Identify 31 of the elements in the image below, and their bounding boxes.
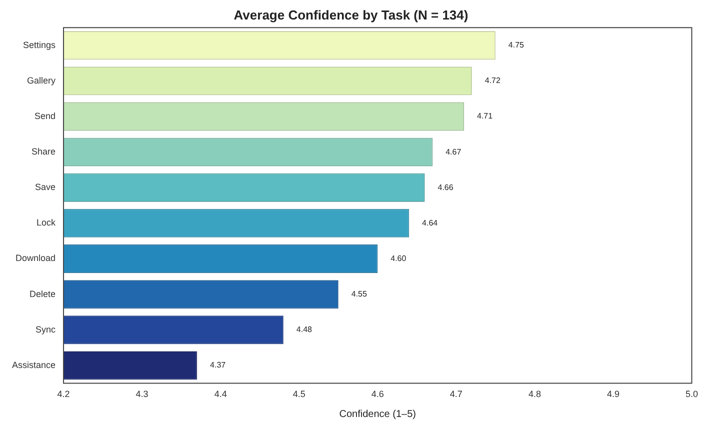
y-tick-label: Save xyxy=(35,182,56,192)
x-tick-label: 4.8 xyxy=(528,389,541,400)
data-label: 4.75 xyxy=(508,40,525,50)
y-tick-label: Gallery xyxy=(27,75,56,86)
y-tick-label: Delete xyxy=(30,288,56,299)
data-label: 4.72 xyxy=(484,76,501,86)
x-tick-label: 4.7 xyxy=(450,389,462,400)
x-tick-label: 4.9 xyxy=(606,389,620,400)
x-tick-label: 5.0 xyxy=(685,389,698,400)
data-label: 4.55 xyxy=(351,290,368,299)
x-axis-title: Confidence (1–5) xyxy=(339,408,416,420)
data-label: 4.60 xyxy=(390,254,407,263)
data-label: 4.67 xyxy=(446,147,462,156)
x-tick-label: 4.3 xyxy=(136,389,148,400)
y-tick-label: Settings xyxy=(22,40,56,50)
y-tick-label: Download xyxy=(15,253,56,264)
x-tick-label: 4.5 xyxy=(292,389,306,400)
y-tick-label: Sync xyxy=(36,324,56,334)
data-label: 4.37 xyxy=(210,360,226,370)
y-tick-label: Send xyxy=(34,110,56,121)
data-label: 4.64 xyxy=(422,218,438,228)
x-tick-label: 4.2 xyxy=(57,389,70,400)
y-tick-label: Lock xyxy=(36,218,56,228)
chart-title: Average Confidence by Task (N = 134) xyxy=(234,7,468,22)
y-tick-label: Assistance xyxy=(12,360,56,370)
data-label: 4.48 xyxy=(296,325,313,334)
data-label: 4.66 xyxy=(438,182,454,192)
x-tick-label: 4.6 xyxy=(371,389,384,400)
data-label: 4.71 xyxy=(477,112,494,121)
x-tick-label: 4.4 xyxy=(214,389,227,400)
y-tick-label: Share xyxy=(31,146,56,157)
